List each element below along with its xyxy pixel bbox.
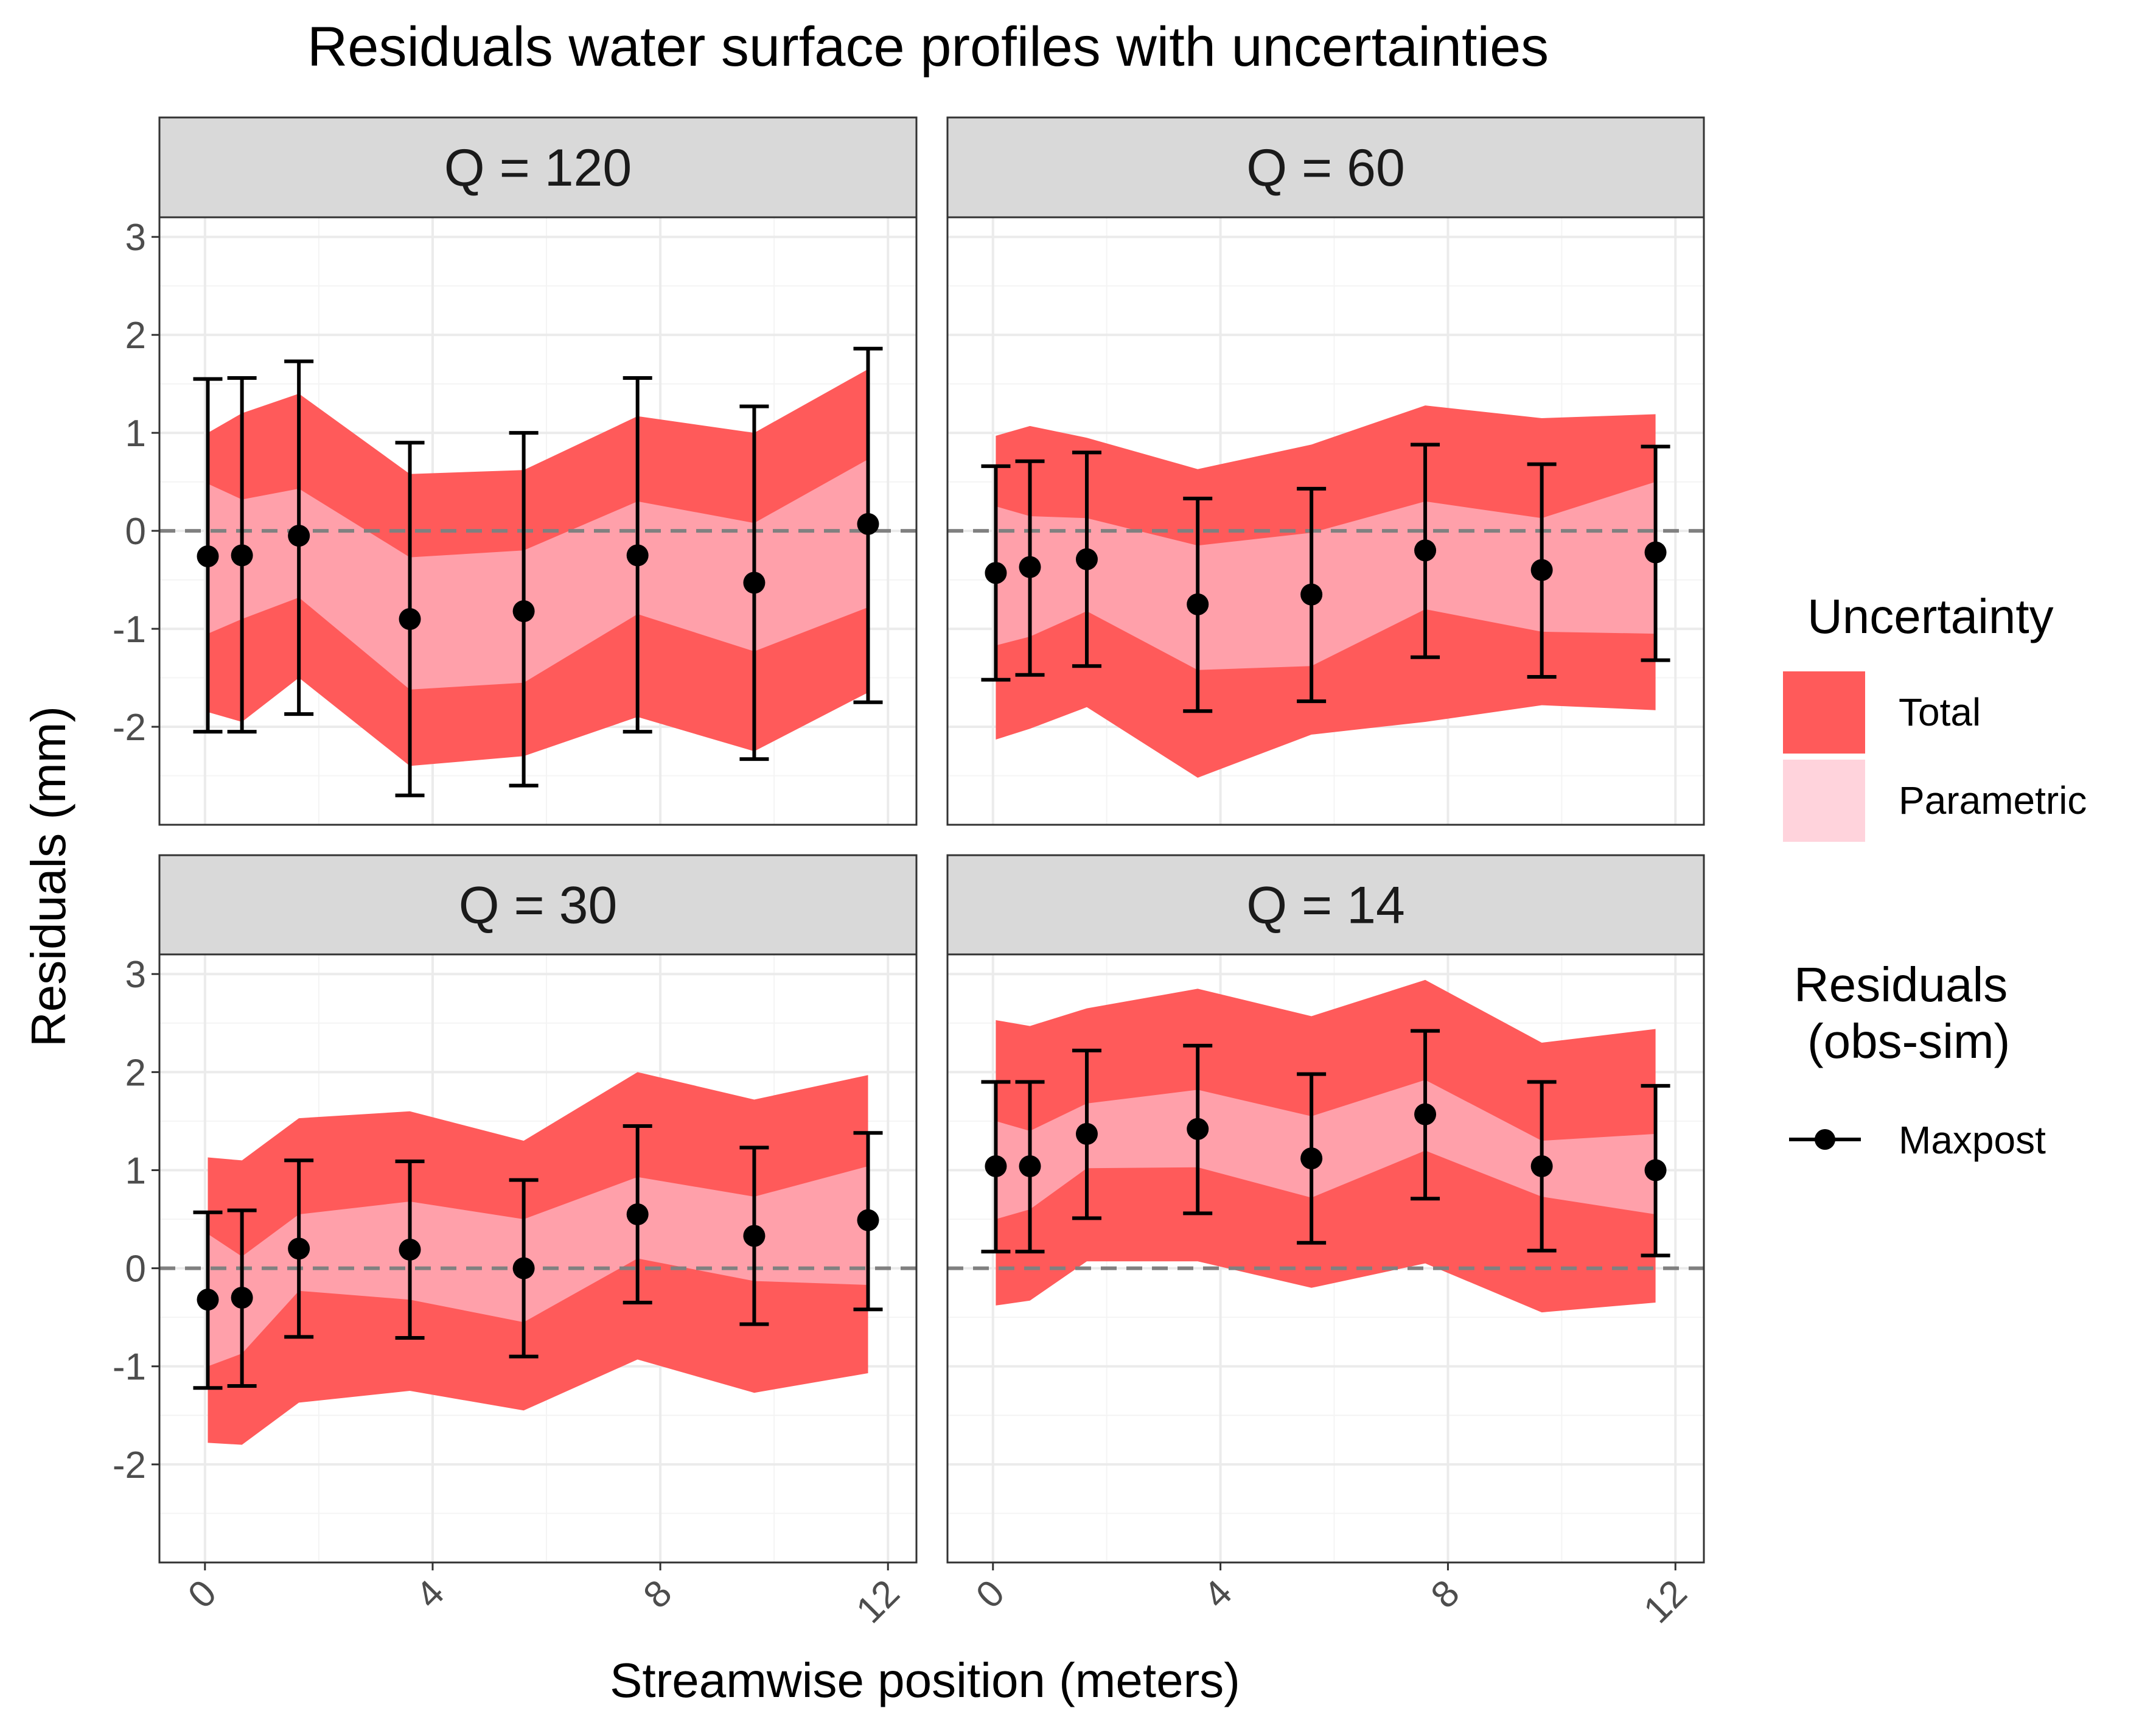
- y-tick-label: -1: [113, 1346, 146, 1388]
- y-tick-label: 2: [125, 1052, 146, 1094]
- parametric-uncertainty-band: [996, 1080, 1656, 1219]
- y-tick-label: -2: [113, 707, 146, 749]
- parametric-uncertainty-band: [208, 459, 868, 690]
- x-axis-label: Streamwise position (meters): [610, 1653, 1240, 1707]
- panel-border: [158, 953, 918, 1564]
- maxpost-point: [1414, 539, 1437, 562]
- x-tick-label: 8: [635, 1572, 680, 1617]
- y-tick-label: 1: [125, 1150, 146, 1192]
- legend-maxpost-label: Maxpost: [1899, 1118, 2046, 1162]
- maxpost-point: [1019, 1155, 1041, 1178]
- panel-4: Q = 14 0 4 8 12: [946, 854, 1705, 1632]
- legend-residuals-title-line1: Residuals: [1794, 957, 2008, 1012]
- maxpost-point: [1019, 556, 1041, 578]
- y-tick-label: 0: [125, 511, 146, 553]
- y-tick-label: -2: [113, 1444, 146, 1486]
- panel-2: Q = 60: [946, 116, 1705, 826]
- panel-plot-area: [159, 217, 916, 825]
- maxpost-point: [1187, 593, 1209, 615]
- maxpost-point: [288, 1237, 310, 1260]
- legend-residuals-title-line2: (obs-sim): [1807, 1014, 2010, 1068]
- legend-total-swatch: [1783, 671, 1865, 754]
- maxpost-point: [288, 525, 310, 547]
- y-tick-label: -1: [113, 609, 146, 651]
- x-tick-label: 4: [408, 1572, 452, 1617]
- y-tick-label: 2: [125, 315, 146, 357]
- facet-strip-label: Q = 30: [459, 876, 618, 935]
- facet-strip-label: Q = 120: [444, 139, 632, 197]
- facet-strip: [946, 854, 1705, 956]
- legend: Uncertainty Total Parametric Residuals (…: [1783, 589, 2087, 1162]
- maxpost-point: [1075, 1122, 1098, 1145]
- facet-strip-label: Q = 14: [1246, 876, 1405, 935]
- maxpost-point: [1075, 548, 1098, 570]
- y-tick-label: 3: [125, 217, 146, 259]
- maxpost-point: [743, 572, 766, 594]
- maxpost-point: [197, 1289, 219, 1311]
- maxpost-point: [1414, 1103, 1437, 1125]
- x-tick-label: 12: [848, 1572, 908, 1632]
- maxpost-point: [1187, 1118, 1209, 1140]
- facet-strip: [158, 116, 918, 219]
- maxpost-point: [985, 1155, 1007, 1178]
- maxpost-point: [626, 544, 649, 567]
- legend-uncertainty-title: Uncertainty: [1807, 589, 2054, 643]
- maxpost-point: [1300, 583, 1323, 606]
- maxpost-point: [1644, 541, 1667, 564]
- maxpost-point: [197, 545, 219, 567]
- maxpost-point: [626, 1203, 649, 1225]
- x-tick-label: 0: [180, 1572, 225, 1617]
- panel-plot-area: [947, 954, 1704, 1562]
- panel-border: [946, 953, 1705, 1564]
- maxpost-point: [399, 1238, 421, 1261]
- y-tick-label: 3: [125, 954, 146, 996]
- x-tick-label: 12: [1636, 1572, 1695, 1632]
- y-tick-label: 0: [125, 1248, 146, 1290]
- maxpost-point: [399, 607, 421, 630]
- panel-plot-area: [159, 954, 916, 1562]
- panel-border: [946, 216, 1705, 826]
- y-tick-label: 1: [125, 413, 146, 455]
- x-tick-label: 8: [1423, 1572, 1468, 1617]
- parametric-uncertainty-band: [208, 1166, 868, 1366]
- legend-maxpost-point: [1815, 1129, 1835, 1150]
- maxpost-point: [743, 1225, 766, 1247]
- facet-strip: [946, 116, 1705, 219]
- x-tick-label: 4: [1196, 1572, 1240, 1617]
- parametric-uncertainty-band: [996, 481, 1656, 670]
- maxpost-point: [1300, 1147, 1323, 1170]
- facet-strip-label: Q = 60: [1246, 139, 1405, 197]
- panel-1: Q = 120 -2 -1 0 1 2 3: [113, 116, 918, 826]
- legend-total-label: Total: [1899, 690, 1981, 734]
- y-axis-label: Residuals (mm): [21, 706, 75, 1047]
- maxpost-point: [1530, 1155, 1553, 1178]
- maxpost-point: [985, 562, 1007, 584]
- legend-parametric-swatch: [1783, 760, 1865, 842]
- maxpost-point: [857, 1209, 879, 1231]
- maxpost-point: [512, 600, 535, 623]
- panel-plot-area: [947, 217, 1704, 825]
- maxpost-point: [857, 513, 879, 535]
- maxpost-point: [512, 1257, 535, 1279]
- maxpost-point: [231, 1286, 253, 1309]
- maxpost-point: [1644, 1159, 1667, 1181]
- x-tick-label: 0: [968, 1572, 1013, 1617]
- panel-border: [158, 216, 918, 826]
- legend-parametric-label: Parametric: [1899, 779, 2087, 822]
- maxpost-point: [1530, 559, 1553, 581]
- maxpost-point: [231, 544, 253, 567]
- chart-title: Residuals water surface profiles with un…: [307, 16, 1549, 78]
